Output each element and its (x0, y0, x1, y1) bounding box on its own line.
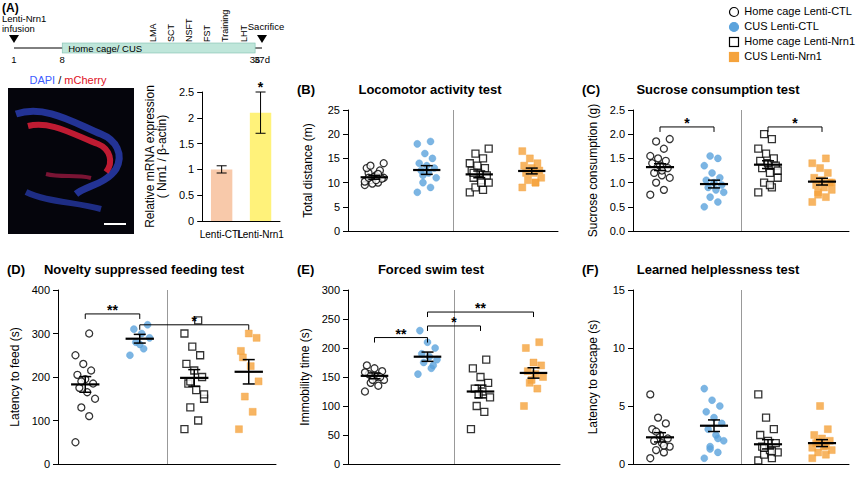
svg-text:400: 400 (32, 284, 50, 296)
svg-text:25: 25 (328, 104, 340, 116)
svg-text:2.0: 2.0 (610, 128, 625, 140)
svg-text:Lenti-Nrn1: Lenti-Nrn1 (237, 229, 284, 240)
svg-text:(B): (B) (297, 82, 315, 97)
svg-text:1.0: 1.0 (610, 177, 625, 189)
svg-text:5: 5 (619, 400, 625, 412)
svg-text:0.5: 0.5 (610, 201, 625, 213)
svg-text:*: * (258, 79, 264, 95)
svg-text:*: * (192, 313, 198, 329)
svg-text:(D): (D) (7, 262, 25, 277)
svg-text:**: ** (396, 326, 407, 342)
svg-text:100: 100 (32, 415, 50, 427)
svg-text:1.5: 1.5 (179, 138, 194, 150)
svg-text:300: 300 (32, 328, 50, 340)
svg-text:*: * (684, 115, 690, 131)
svg-text:Home cage/ CUS: Home cage/ CUS (68, 43, 142, 54)
svg-text:2.5: 2.5 (179, 86, 194, 98)
svg-text:0: 0 (334, 458, 340, 470)
svg-text:Novelty suppressed feeding tes: Novelty suppressed feeding test (44, 262, 245, 277)
svg-text:Immobility time (s): Immobility time (s) (298, 328, 312, 425)
svg-text:Lenti-CTL: Lenti-CTL (199, 228, 244, 240)
svg-text:**: ** (107, 302, 118, 318)
html-text:CUS Lenti-CTL: CUS Lenti-CTL (744, 20, 819, 32)
svg-text:0: 0 (188, 215, 194, 227)
svg-text:15: 15 (613, 284, 625, 296)
svg-text:Relative mRNA expression: Relative mRNA expression (143, 85, 157, 228)
svg-text:1: 1 (188, 163, 194, 175)
svg-text:200: 200 (322, 342, 340, 354)
svg-text:FST: FST (202, 24, 212, 42)
svg-text:300: 300 (322, 284, 340, 296)
svg-text:(E): (E) (297, 262, 314, 277)
svg-text:**: ** (475, 300, 486, 316)
svg-text:NSFT: NSFT (184, 18, 194, 42)
svg-text:(C): (C) (582, 82, 600, 97)
html-text:CUS Lenti-Nrn1: CUS Lenti-Nrn1 (744, 50, 822, 62)
svg-text:Total distance (m): Total distance (m) (301, 123, 315, 218)
svg-text:Sucrose consumption (g): Sucrose consumption (g) (586, 104, 600, 237)
svg-text:200: 200 (32, 371, 50, 383)
svg-text:1: 1 (11, 54, 16, 65)
svg-text:0: 0 (334, 225, 340, 237)
svg-text:(A): (A) (2, 1, 19, 15)
svg-text:Locomotor activity test: Locomotor activity test (358, 82, 502, 97)
svg-text:Forced swim test: Forced swim test (378, 262, 485, 277)
svg-text:50: 50 (328, 429, 340, 441)
svg-text:15: 15 (328, 152, 340, 164)
svg-text:0: 0 (44, 458, 50, 470)
svg-text:Sucrose consumption test: Sucrose consumption test (636, 82, 800, 97)
svg-text:LMA: LMA (148, 23, 158, 42)
svg-text:Learned helplessness test: Learned helplessness test (637, 262, 800, 277)
svg-text:Lenti-Nrn1: Lenti-Nrn1 (2, 13, 47, 24)
svg-text:37d: 37d (254, 54, 270, 65)
svg-text:2.5: 2.5 (610, 104, 625, 116)
svg-text:infusion: infusion (2, 23, 35, 34)
svg-text:DAPI / mCherry: DAPI / mCherry (29, 74, 107, 86)
svg-text:10: 10 (613, 342, 625, 354)
html-text:Home cage Lenti-CTL: Home cage Lenti-CTL (744, 5, 852, 17)
svg-text:LHT: LHT (239, 24, 249, 42)
svg-text:150: 150 (322, 371, 340, 383)
html-text:Home cage Lenti-Nrn1: Home cage Lenti-Nrn1 (744, 35, 855, 47)
svg-text:1.5: 1.5 (610, 152, 625, 164)
svg-text:2: 2 (188, 112, 194, 124)
svg-text:(F): (F) (582, 262, 599, 277)
svg-text:8: 8 (60, 54, 65, 65)
svg-text:*: * (451, 314, 457, 330)
svg-text:Latency to escape (s): Latency to escape (s) (586, 320, 600, 435)
svg-text:Latency to feed (s): Latency to feed (s) (8, 327, 22, 426)
svg-text:( Nrn1 / β-actin): ( Nrn1 / β-actin) (155, 115, 169, 199)
svg-text:Sacrifice: Sacrifice (248, 21, 284, 32)
svg-text:250: 250 (322, 313, 340, 325)
svg-text:0.5: 0.5 (179, 189, 194, 201)
svg-text:*: * (792, 115, 798, 131)
svg-text:20: 20 (328, 128, 340, 140)
svg-text:0.0: 0.0 (610, 225, 625, 237)
svg-text:100: 100 (322, 400, 340, 412)
svg-text:SCT: SCT (166, 23, 176, 42)
svg-text:Training: Training (220, 10, 230, 42)
svg-text:5: 5 (334, 201, 340, 213)
svg-text:10: 10 (328, 177, 340, 189)
svg-text:0: 0 (619, 458, 625, 470)
